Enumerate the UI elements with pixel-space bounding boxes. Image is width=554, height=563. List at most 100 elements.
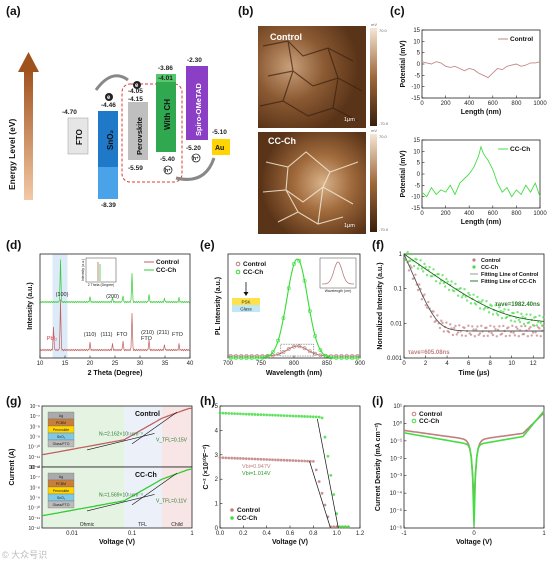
c-bottom-xtick-label: 600	[488, 211, 499, 217]
f-series-marker	[420, 267, 424, 270]
f-series-marker	[420, 298, 424, 301]
f-series-marker	[517, 318, 520, 322]
h-series-marker	[274, 458, 277, 462]
h-series-marker	[230, 456, 234, 460]
h-series-marker	[317, 415, 321, 419]
f-series-marker	[478, 307, 482, 310]
d-annotation: (100)	[56, 292, 69, 298]
c-bottom-xtick-label: 400	[464, 211, 475, 217]
d-highlight-band	[52, 254, 68, 358]
f-series-marker	[437, 273, 440, 276]
f-series-marker	[442, 330, 446, 333]
h-series-marker	[236, 412, 239, 416]
electron-label: e	[107, 95, 111, 101]
c-top-ytick-label: -15	[411, 96, 420, 102]
h-series-marker	[332, 525, 336, 529]
e-legend-label: CC-Ch	[243, 269, 263, 276]
f-series-marker	[434, 279, 438, 283]
f-series-marker	[512, 331, 515, 334]
i-xtick-label: -1	[401, 531, 407, 537]
c-top-xtick-label: 1000	[533, 101, 547, 107]
f-series-marker	[471, 325, 474, 328]
spiro-label: Spiro-OMeTAD	[194, 83, 203, 136]
f-fit-line	[403, 253, 545, 322]
f-series-marker	[509, 319, 513, 322]
e-series-marker	[350, 356, 354, 360]
i-legend-swatch	[411, 411, 417, 417]
f-series-marker	[406, 250, 409, 254]
f-xtick-label: 6	[467, 361, 471, 367]
g-fit-tfl	[131, 411, 178, 445]
f-series-marker	[524, 324, 527, 328]
g-ytick-label: 10⁻⁹	[30, 435, 40, 441]
c-bottom-xlabel: Length (nm)	[461, 219, 501, 226]
f-ytick-label: 0.1	[394, 287, 403, 293]
c-bottom-legend-label: CC-Ch	[510, 146, 530, 153]
h-series-marker	[276, 458, 280, 462]
energy-arrow-shaft	[24, 70, 33, 200]
f-series-marker	[494, 328, 497, 331]
e-legend-swatch	[235, 261, 241, 267]
dashed-highlight-box	[121, 83, 183, 183]
f-series-marker	[410, 266, 413, 269]
f-series-marker	[526, 335, 530, 338]
c-bottom-ytick-label: 5	[417, 161, 421, 167]
chart-d: 10 15 20 25 30 35 402 Theta (Degree)Intensity …	[27, 253, 194, 377]
e-series-marker	[329, 355, 333, 360]
f-series-marker	[476, 325, 479, 328]
f-fit-line	[403, 253, 544, 332]
f-series-marker	[450, 280, 453, 283]
i-legend-swatch	[411, 418, 417, 424]
f-legend-label: Fitting Line of CC-Ch	[481, 279, 537, 285]
g-series-line	[41, 468, 192, 517]
d-series-control	[39, 299, 190, 352]
chart-f: 0 2 4 6 8 10 12 1 0.1 0.01 0.001 Time (μs) Normalize…	[377, 250, 545, 377]
i-xtick-label: 0	[472, 531, 476, 537]
e-stack-glass-label: Glass	[240, 307, 252, 312]
e-light-arrow-head	[243, 292, 249, 296]
h-series-marker	[253, 413, 257, 416]
f-series-marker	[419, 259, 422, 262]
e-series-marker	[260, 355, 265, 360]
f-series-marker	[447, 288, 451, 292]
e-series-marker	[234, 356, 238, 360]
h-ytick-label: 2	[215, 477, 219, 483]
i-ytick-label: 10⁻⁵	[390, 508, 403, 515]
f-series-marker	[443, 285, 447, 288]
f-series-marker	[491, 333, 495, 337]
f-legend-swatch	[472, 265, 476, 269]
g-device-layer-label: SnO₂	[57, 435, 66, 439]
h-fit-line	[309, 461, 331, 529]
h-series-marker	[311, 415, 315, 419]
h-series-marker	[326, 454, 330, 458]
h-series-marker	[253, 457, 257, 461]
d-annotation: FTO	[172, 332, 184, 338]
f-series-marker	[441, 273, 444, 277]
g-ytick-label: 10⁻¹¹	[28, 516, 40, 522]
c-top-ytick-label: 0	[417, 62, 421, 68]
d-series-cc-ch	[39, 259, 190, 304]
spiro-layer	[186, 66, 208, 140]
h-ytick-label: 4	[215, 428, 219, 434]
g-xlabel: Voltage (V)	[99, 539, 135, 546]
h-series-marker	[239, 457, 242, 460]
h-series-marker	[279, 414, 283, 417]
electron-transfer-arrow	[94, 74, 129, 91]
c-top-ytick-label: -5	[415, 73, 421, 79]
colorbar-unit-bottom: mV	[371, 128, 377, 133]
e-series-marker	[255, 356, 259, 360]
perovskite-label: Perovskite	[135, 117, 144, 155]
panel-h-label: (h)	[200, 394, 216, 408]
f-series-marker	[456, 294, 460, 297]
panel-i-label: (i)	[372, 394, 384, 408]
h-xlabel: Voltage (V)	[272, 539, 308, 546]
f-series-marker	[527, 321, 531, 324]
f-series-marker	[432, 268, 435, 271]
g-device-layer-label: Perovskite	[53, 489, 69, 493]
i-ytick-label: 10⁻¹	[390, 439, 402, 445]
f-series-marker	[452, 326, 456, 330]
f-series-marker	[520, 312, 523, 316]
energy-axis-label: Energy Level (eV)	[7, 118, 17, 190]
c-bottom-ytick-label: -10	[411, 195, 420, 201]
f-series-marker	[505, 315, 509, 319]
